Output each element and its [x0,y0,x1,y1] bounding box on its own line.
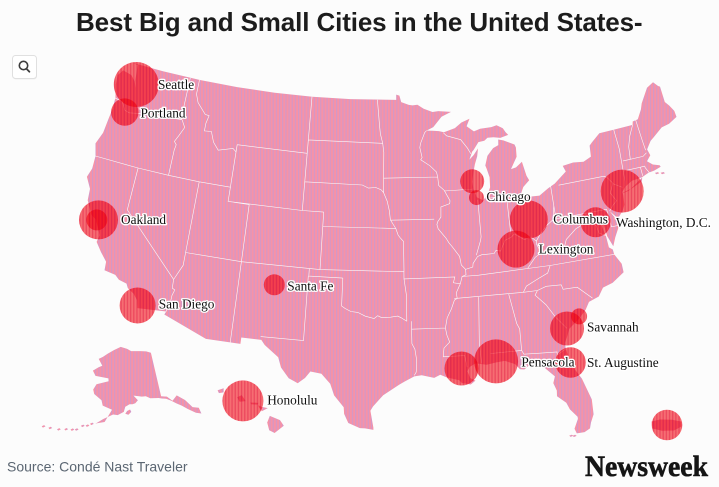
svg-text:Chicago: Chicago [486,189,531,204]
svg-text:Portland: Portland [141,106,186,121]
svg-text:San Diego: San Diego [159,297,215,312]
svg-text:St. Augustine: St. Augustine [587,355,659,370]
svg-text:Columbus: Columbus [553,212,608,227]
svg-text:Seattle: Seattle [158,77,194,92]
svg-text:Savannah: Savannah [587,320,639,335]
svg-text:Oakland: Oakland [121,212,166,227]
svg-text:Santa Fe: Santa Fe [287,279,333,294]
svg-text:Honolulu: Honolulu [267,393,318,408]
svg-text:Pensacola: Pensacola [521,355,574,370]
svg-text:Best Big and Small Cities in t: Best Big and Small Cities in the United … [76,7,642,37]
svg-text:Washington, D.C.: Washington, D.C. [616,215,711,230]
svg-text:Source: Condé Nast Traveler: Source: Condé Nast Traveler [7,459,188,475]
svg-text:Newsweek: Newsweek [585,450,708,483]
svg-text:Lexington: Lexington [539,242,594,257]
